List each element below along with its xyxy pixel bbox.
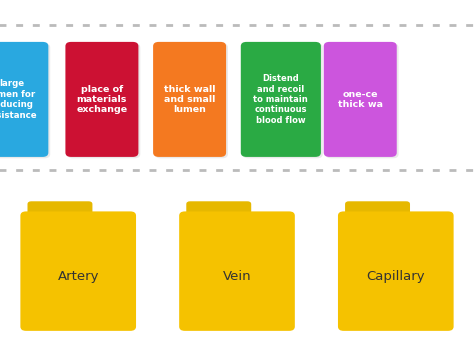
FancyBboxPatch shape xyxy=(155,43,228,158)
FancyBboxPatch shape xyxy=(345,201,410,226)
Text: large
lumen for
reducing
resistance: large lumen for reducing resistance xyxy=(0,79,37,120)
FancyBboxPatch shape xyxy=(241,42,321,157)
Text: Artery: Artery xyxy=(57,270,99,283)
FancyBboxPatch shape xyxy=(67,43,140,158)
Text: Vein: Vein xyxy=(223,270,251,283)
FancyBboxPatch shape xyxy=(186,201,251,226)
Text: Distend
and recoil
to maintain
continuous
blood flow: Distend and recoil to maintain continuou… xyxy=(254,74,308,125)
Text: thick wall
and small
lumen: thick wall and small lumen xyxy=(164,84,215,114)
FancyBboxPatch shape xyxy=(27,201,92,226)
FancyBboxPatch shape xyxy=(179,211,295,331)
Text: place of
materials
exchange: place of materials exchange xyxy=(76,84,128,114)
FancyBboxPatch shape xyxy=(338,211,454,331)
Text: Capillary: Capillary xyxy=(366,270,425,283)
FancyBboxPatch shape xyxy=(153,42,226,157)
FancyBboxPatch shape xyxy=(0,43,50,158)
FancyBboxPatch shape xyxy=(326,43,399,158)
FancyBboxPatch shape xyxy=(324,42,397,157)
FancyBboxPatch shape xyxy=(243,43,323,158)
FancyBboxPatch shape xyxy=(20,211,136,331)
FancyBboxPatch shape xyxy=(0,42,48,157)
Text: one-ce
thick wa: one-ce thick wa xyxy=(338,90,383,109)
FancyBboxPatch shape xyxy=(65,42,138,157)
